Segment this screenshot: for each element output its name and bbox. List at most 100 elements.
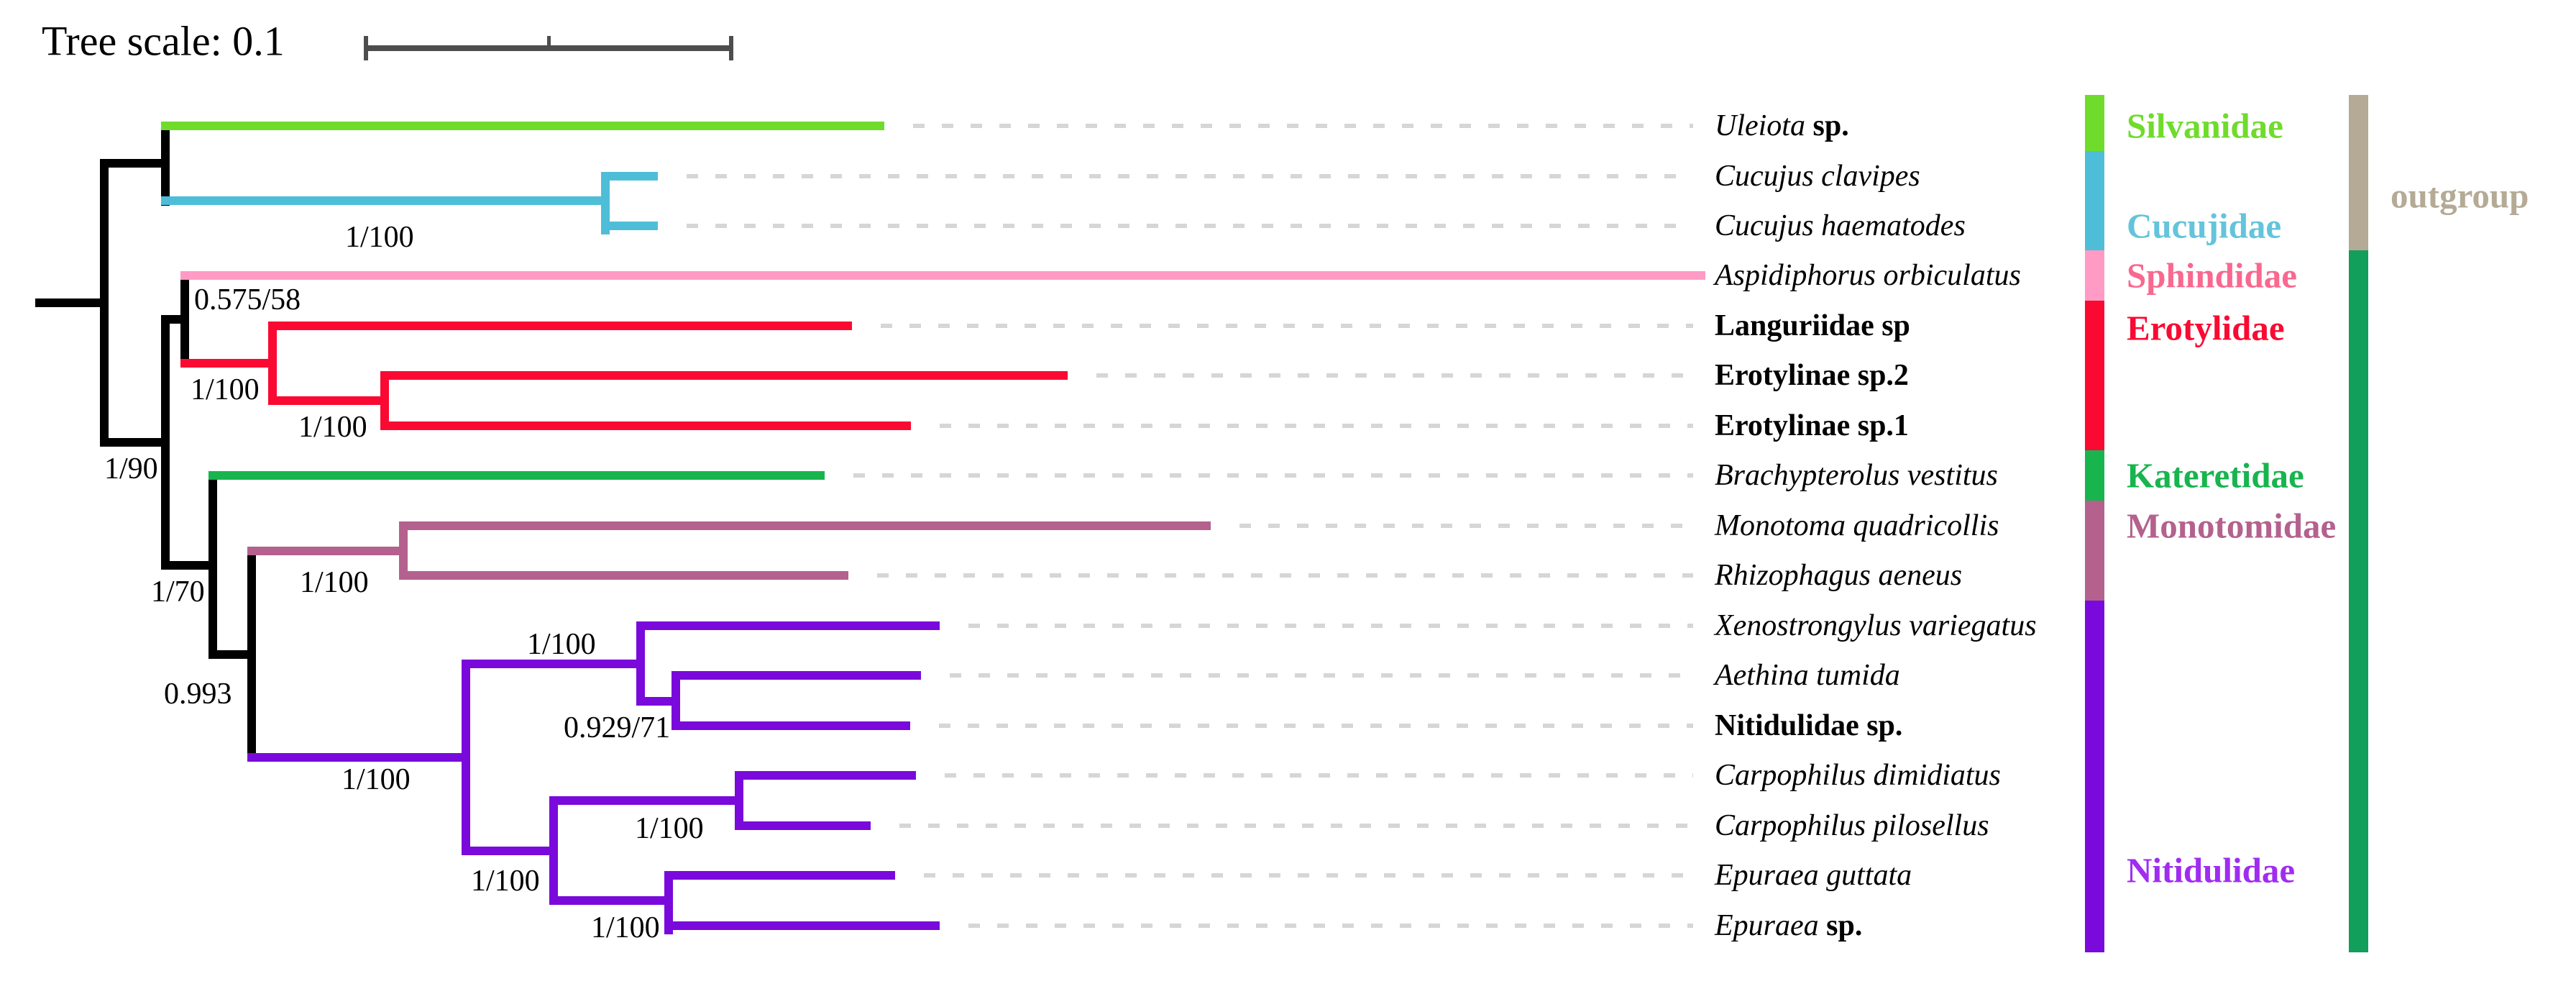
node-outgroup-vertical (161, 122, 170, 206)
scale-bar-line (365, 45, 731, 51)
node-cucujus-vertical (601, 172, 610, 234)
taxon-brachypterolus-vestitus: Brachypterolus vestitus (1715, 459, 1998, 492)
taxon-nitidulidae-sp: Nitidulidae sp. (1715, 709, 1903, 742)
taxon-aspidiphorus-orbiculatus: Aspidiphorus orbiculatus (1715, 259, 2021, 292)
branch-to-aethina-clade (636, 697, 676, 706)
node-nitidulidae-vertical (462, 660, 470, 855)
leader-carpophilus-pilosellus (899, 824, 1693, 828)
support-kateretidae-clade: 1/70 (151, 575, 205, 609)
branch-erotylinae-sp1 (380, 421, 911, 430)
family-label-nitidulidae: Nitidulidae (2127, 850, 2296, 890)
leader-languriidae (881, 324, 1693, 328)
support-erotylinae: 1/100 (298, 411, 367, 444)
leader-brachypterolus (853, 473, 1693, 478)
bar-ingroup (2349, 250, 2368, 952)
support-erotylidae: 1/100 (191, 373, 260, 406)
bar-erotylidae (2085, 301, 2104, 450)
branch-root-vertical (100, 159, 109, 447)
branch-monotoma (399, 521, 1211, 530)
support-monotomidae: 1/100 (300, 566, 369, 599)
branch-nitidulidae-sp (671, 721, 910, 730)
support-cucujus: 1/100 (345, 221, 414, 254)
support-nitidulidae: 1/100 (342, 763, 411, 796)
support-monotomidae-nitidulidae: 0.993 (164, 678, 232, 711)
taxon-xenostrongylus-variegatus: Xenostrongylus variegatus (1715, 609, 2037, 642)
support-xenostrongylus-clade: 1/100 (527, 628, 596, 661)
node-kateretidae-vertical (208, 472, 217, 659)
branch-cucujus-haematodes (601, 222, 658, 230)
leader-erotylinae-sp1 (940, 424, 1693, 428)
leader-carpophilus-dimidiatus (945, 773, 1693, 778)
taxon-carpophilus-dimidiatus: Carpophilus dimidiatus (1715, 759, 2001, 792)
node-aethina-vertical (671, 671, 680, 730)
family-label-cucujidae: Cucujidae (2127, 206, 2282, 246)
bar-cucujidae (2085, 151, 2104, 250)
taxon-erotylinae-sp2: Erotylinae sp.2 (1715, 359, 1909, 392)
branch-to-monotomidae-clade (208, 650, 256, 659)
taxon-carpophilus-pilosellus: Carpophilus pilosellus (1715, 809, 1989, 842)
branch-root-to-outgroup (100, 159, 170, 168)
support-carpophilus: 1/100 (635, 812, 704, 845)
branch-erotylinae-stem (268, 396, 389, 405)
node-sphindidae-erotylidae-vertical (180, 271, 189, 368)
node-xenostrongylus-clade-vertical (636, 621, 645, 706)
bar-nitidulidae (2085, 601, 2104, 952)
branch-xenostrongylus (636, 621, 940, 630)
leader-monotoma (1239, 524, 1693, 528)
branch-root-stub (35, 298, 109, 307)
family-label-silvanidae: Silvanidae (2127, 106, 2283, 146)
branch-to-xenostrongylus-clade (462, 660, 641, 668)
leader-nitidulidae-sp (939, 724, 1693, 728)
node-erotylidae-vertical (268, 322, 277, 405)
node-erotylinae-vertical (380, 371, 389, 430)
leader-rhizophagus (877, 573, 1693, 578)
family-label-kateretidae: Kateretidae (2127, 455, 2304, 496)
branch-uleiota (161, 122, 884, 130)
branch-brachypterolus (208, 471, 825, 480)
leader-xenostrongylus (968, 624, 1693, 628)
branch-languriidae (268, 322, 852, 330)
taxon-epuraea-sp: Epuraea sp. (1715, 909, 1863, 942)
taxon-cucujus-haematodes: Cucujus haematodes (1715, 209, 1966, 242)
leader-epuraea-sp (968, 924, 1693, 928)
taxon-epuraea-guttata: Epuraea guttata (1715, 859, 1912, 892)
node-epuraea-vertical (664, 871, 673, 934)
branch-nitidulidae-stem (247, 753, 466, 762)
bar-kateretidae (2085, 450, 2104, 501)
node-monotomidae-nitidulidae-vertical (247, 547, 256, 762)
leader-uleiota (913, 124, 1693, 128)
bar-outgroup (2349, 95, 2368, 250)
branch-to-kateretidae-clade (161, 561, 217, 570)
leader-erotylinae-sp2 (1096, 373, 1693, 378)
node-ingroup-vertical (161, 315, 170, 570)
branch-carpophilus-pilosellus (735, 821, 871, 830)
branch-to-carpophilus-epuraea (462, 847, 554, 855)
branch-cucujidae-stem (161, 196, 610, 205)
family-label-erotylidae: Erotylidae (2127, 308, 2285, 348)
branch-epuraea-stem (549, 896, 669, 905)
bar-monotomidae (2085, 501, 2104, 601)
node-carpophilus-epuraea-vertical (549, 796, 558, 905)
outgroup-label: outgroup (2391, 176, 2529, 216)
scale-bar-mid-tick (547, 36, 551, 46)
support-aethina-nitidulidae-sp: 0.929/71 (564, 711, 671, 744)
leader-cucujus-haematodes (687, 224, 1693, 228)
branch-aspidiphorus (180, 271, 1705, 280)
branch-aethina (671, 671, 921, 680)
bar-silvanidae (2085, 95, 2104, 151)
branch-rhizophagus (399, 571, 848, 580)
taxon-erotylinae-sp1: Erotylinae sp.1 (1715, 409, 1909, 442)
branch-cucujus-clavipes (601, 172, 658, 181)
branch-carpophilus-stem (549, 796, 739, 805)
taxon-monotoma-quadricollis: Monotoma quadricollis (1715, 509, 1999, 542)
leader-cucujus-clavipes (687, 174, 1693, 178)
taxon-rhizophagus-aeneus: Rhizophagus aeneus (1715, 559, 1963, 592)
scale-bar-left-tick (364, 36, 368, 60)
support-epuraea: 1/100 (591, 911, 660, 944)
taxon-cucujus-clavipes: Cucujus clavipes (1715, 160, 1920, 193)
taxon-uleiota-sp: Uleiota sp. (1715, 109, 1849, 142)
node-carpophilus-vertical (735, 771, 743, 830)
taxon-aethina-tumida: Aethina tumida (1715, 659, 1900, 692)
family-label-monotomidae: Monotomidae (2127, 506, 2337, 546)
